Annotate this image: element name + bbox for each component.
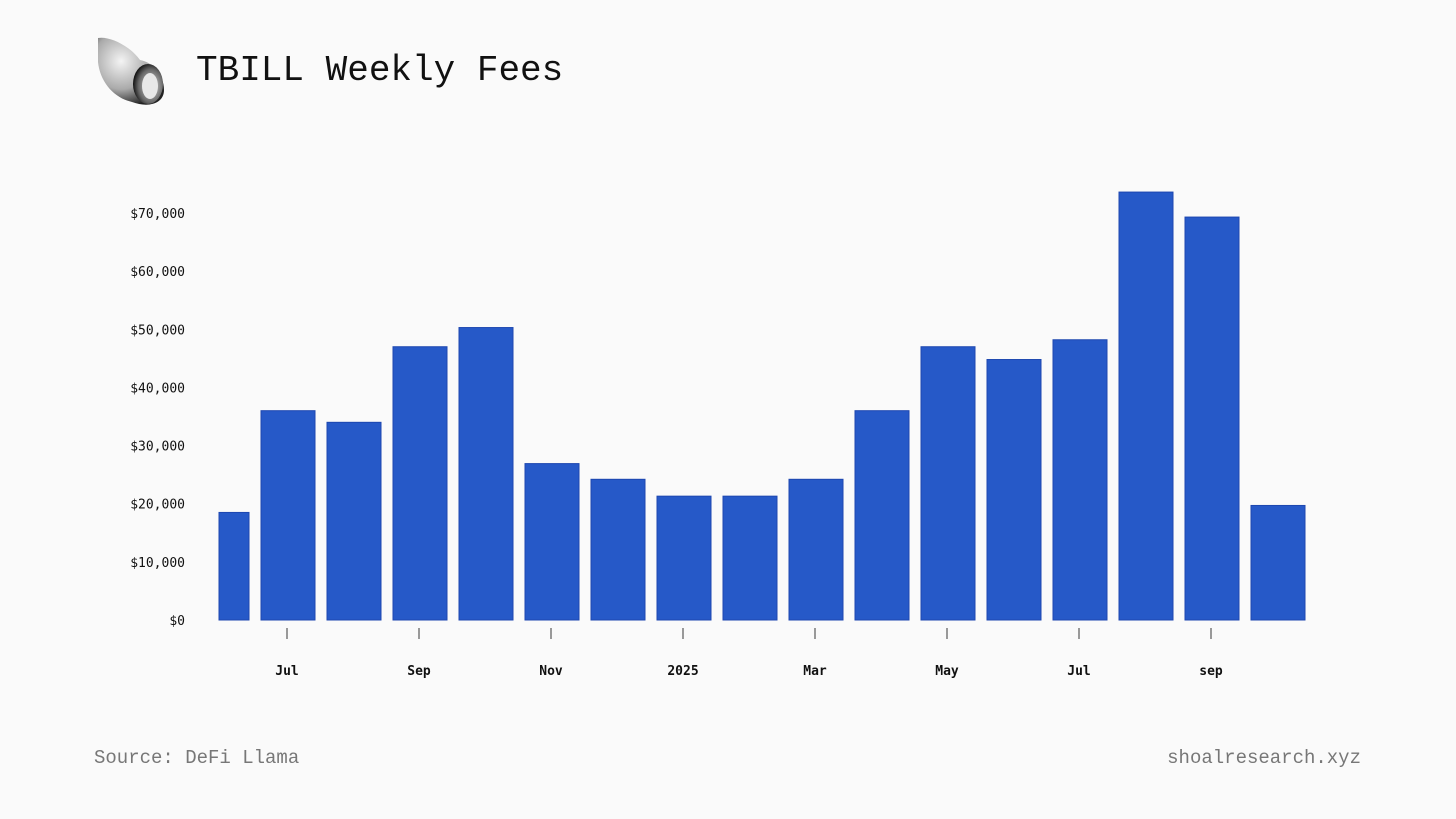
y-tick-label: $70,000 [130, 207, 185, 222]
y-tick-label: $10,000 [130, 556, 185, 571]
website-label: shoalresearch.xyz [1167, 747, 1361, 769]
x-tick-label: Jul [275, 664, 298, 679]
bar [1250, 504, 1306, 621]
x-tick-label: May [935, 664, 959, 679]
bar [656, 495, 712, 621]
bar [326, 421, 382, 621]
bar [218, 511, 250, 621]
bar [1184, 216, 1240, 621]
y-tick-label: $30,000 [130, 440, 185, 455]
x-tick-label: Mar [803, 664, 827, 679]
y-tick-label: $0 [169, 614, 185, 629]
bar [392, 346, 448, 621]
bar [524, 463, 580, 621]
y-tick-label: $50,000 [130, 323, 185, 338]
bar [1052, 339, 1108, 621]
y-tick-label: $40,000 [130, 381, 185, 396]
bar [1118, 191, 1174, 621]
bar [788, 478, 844, 621]
x-tick-label: Sep [407, 664, 431, 679]
bar [854, 410, 910, 621]
bar [260, 410, 316, 621]
chart-title: TBILL Weekly Fees [196, 50, 564, 91]
x-tick-label: Jul [1067, 664, 1090, 679]
y-tick-label: $60,000 [130, 265, 185, 280]
source-label: Source: DeFi Llama [94, 747, 300, 769]
y-tick-label: $20,000 [130, 498, 185, 513]
x-tick-label: Nov [539, 664, 563, 679]
x-tick-label: sep [1199, 664, 1223, 679]
bar [722, 495, 778, 621]
x-tick-label: 2025 [667, 664, 698, 679]
bar [590, 478, 646, 621]
bar [986, 359, 1042, 621]
shell-logo [98, 37, 164, 105]
bar [458, 327, 514, 621]
bar [920, 346, 976, 621]
